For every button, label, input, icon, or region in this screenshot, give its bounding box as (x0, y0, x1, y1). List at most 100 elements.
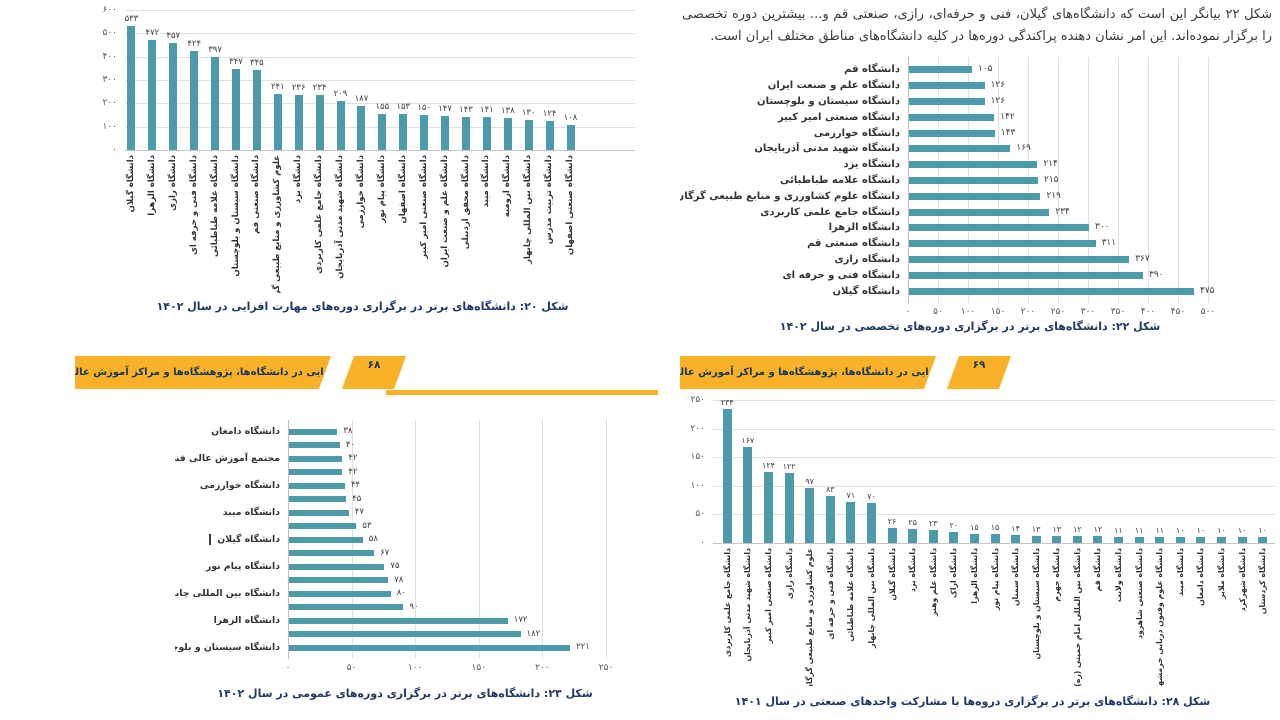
value-label: ۱۰۵ (978, 64, 993, 75)
value-label: ۲۱۵ (1044, 175, 1059, 185)
gridline (1208, 57, 1209, 303)
value-label: ۱۴۲ (1000, 111, 1015, 122)
bar (1196, 537, 1206, 543)
category-label: دانشگاه صنعتی امیر کبیر (763, 548, 773, 644)
gridline (1148, 57, 1149, 303)
value-label: ۱۸۲ (526, 628, 541, 639)
bar (524, 119, 533, 150)
category-label: دانشگاه سمنان (1011, 548, 1021, 606)
bar (545, 121, 554, 150)
value-label: ۲۳۴ (312, 83, 327, 94)
axis-tick-label: ۴۰۰ (102, 51, 117, 62)
axis-tick-label: ۰ (112, 145, 117, 155)
value-label: ۱۲ (1093, 525, 1103, 535)
bar (909, 224, 1089, 232)
value-label: ۳۹۷ (208, 45, 222, 56)
value-label: ۱۳ (1052, 524, 1062, 534)
bar (336, 101, 345, 150)
bar (909, 113, 995, 121)
category-label: دانشگاه یزد (293, 155, 304, 204)
value-label: ۱۵۰ (417, 103, 432, 113)
bar (909, 271, 1143, 279)
category-label: دانشگاه دامغان (211, 426, 280, 438)
bar (825, 495, 835, 543)
category-label: دانشگاه بین المللی چابهار (523, 155, 534, 265)
bar (969, 534, 979, 543)
figure20-caption: شکل ۲۰: دانشگاه‌های برتر در برگزاری دوره… (156, 300, 569, 313)
value-label: ۱۶۷ (741, 436, 755, 446)
bar (566, 124, 575, 150)
bar (289, 428, 338, 435)
gridline (713, 457, 1275, 459)
bar (289, 536, 363, 543)
value-label: ۴۰ (345, 439, 356, 450)
page-number-tab: ۶۸ (342, 356, 406, 389)
bar (1258, 537, 1268, 543)
bar (990, 534, 1000, 543)
bar (1134, 536, 1144, 543)
bar (289, 550, 375, 557)
category-label: علوم کشاورزی و منابع طبیعی گر (272, 155, 283, 293)
bar (294, 94, 303, 150)
value-label: ۱۱ (1155, 525, 1165, 535)
category-label: دانشگاه جامع علمی کاربردی (722, 548, 732, 657)
value-label: ۷۸ (394, 574, 404, 585)
value-label: ۱۵ (970, 523, 979, 533)
value-label: ۷۵ (390, 561, 400, 572)
value-label: ۱۴ (1011, 523, 1020, 533)
bar (289, 455, 343, 462)
page-number: ۶۹ (972, 359, 986, 371)
category-label: دانشگاه رازی (167, 155, 178, 211)
gridline (1178, 57, 1179, 303)
bar (784, 473, 794, 543)
bar (887, 528, 897, 543)
bar (1093, 536, 1103, 543)
bar (1031, 535, 1041, 543)
body-paragraph: شکل ۲۲ بیانگر این است که دانشگاه‌های گیل… (682, 7, 1272, 44)
gridline (908, 57, 909, 303)
value-label: ۳۹۰ (1149, 269, 1164, 280)
axis-tick-label: ۵۰ (695, 509, 705, 520)
value-label: ۴۷ (354, 507, 364, 518)
bar (1155, 536, 1165, 543)
bar (482, 117, 491, 150)
bar (866, 502, 876, 543)
category-label: دانشگاه قم (1093, 548, 1103, 592)
figure20-bar-chart: ۰ ۱۰۰ ۲۰۰ ۳۰۰ ۴۰۰ ۵۰۰ ۶۰۰ ۵۳۳ دانشگاه گیلان ۴۷۲ دا… (85, 5, 645, 298)
category-label: دانشگاه سیستان و بلوچستان (757, 96, 900, 107)
banner-title: مهارت‌افزایی در دانشگاه‌ها، پژوهشگاه‌ها … (33, 367, 373, 378)
axis-tick-label: ۲۵۰ (690, 395, 705, 405)
gridline (1118, 57, 1119, 303)
value-label: ۱۷۲ (513, 615, 528, 626)
category-label: دانشگاه ولایت (1114, 548, 1124, 603)
gridline (125, 56, 635, 58)
gridline (713, 485, 1275, 487)
bar (846, 502, 856, 543)
bar (289, 644, 571, 651)
value-label: ۸۳ (825, 484, 835, 494)
bar (127, 25, 136, 150)
value-label: ۶۷ (380, 547, 390, 558)
value-label: ۱۵۵ (375, 101, 390, 112)
value-label: ۱۴۳ (459, 104, 473, 115)
value-label: ۳۱۱ (1101, 238, 1117, 249)
category-label: دانشگاه علم وهنر (928, 548, 938, 616)
figure22-caption: شکل ۲۲: دانشگاه‌های برتر در برگزاری دوره… (779, 320, 1161, 333)
bar (909, 82, 985, 90)
value-label: ۳۴۵ (250, 57, 264, 68)
value-label: ۱۱ (1114, 525, 1123, 535)
value-label: ۱۲ (1073, 525, 1082, 535)
value-label: ۴۲ (348, 466, 358, 477)
banner-title-bar: مهارت‌افزایی در دانشگاه‌ها، پژوهشگاه‌ها … (75, 356, 331, 389)
bar (909, 145, 1011, 153)
category-label: دانشگاه اراک (949, 548, 959, 599)
axis-tick-label: ۳۵۰ (1110, 307, 1126, 317)
bar (289, 577, 389, 584)
value-label: ۱۰ (1196, 526, 1206, 536)
category-label: دانشگاه محقق اردبیلی (460, 155, 471, 250)
axis-tick-label: ۱۰۰ (960, 307, 976, 317)
value-label: ۴۷۲ (145, 27, 160, 38)
value-label: ۸۰ (396, 588, 406, 599)
value-label: ۵۸ (368, 534, 378, 545)
